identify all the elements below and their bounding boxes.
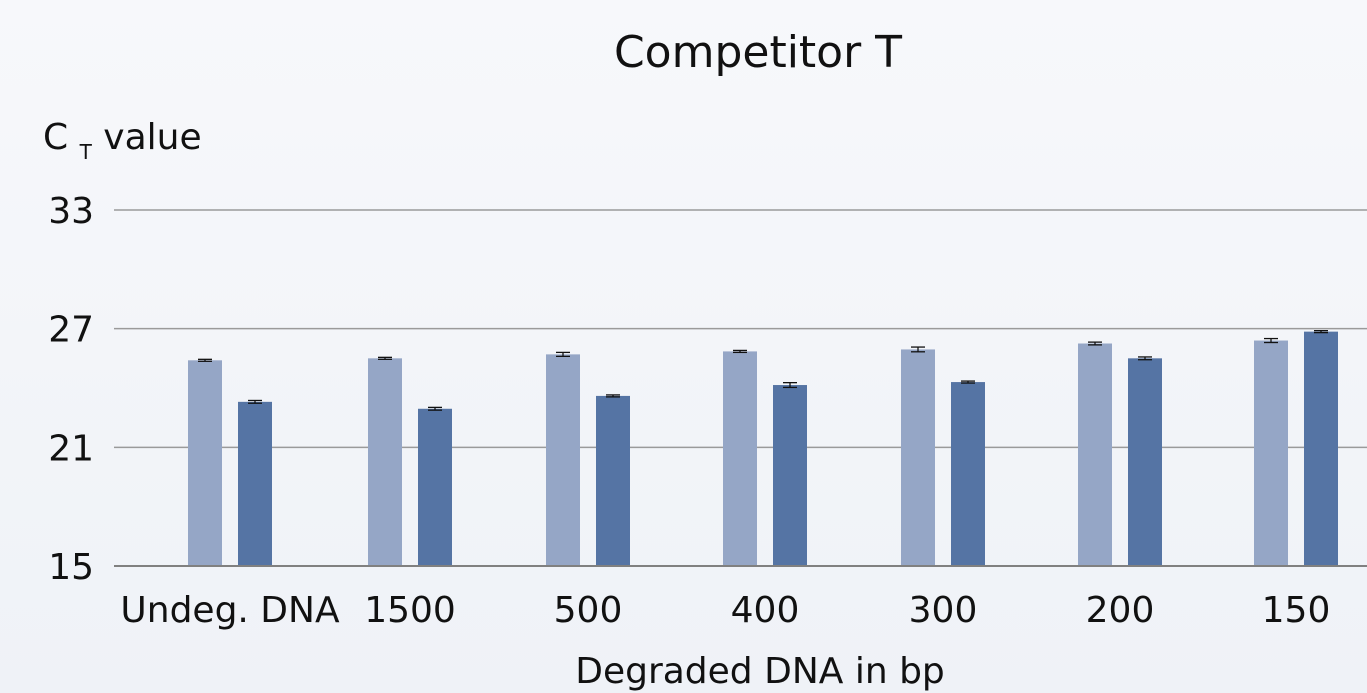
y-axis-label: C T value [43, 117, 202, 168]
x-category-label-400: 400 [731, 590, 800, 631]
bar-series-2-300 [951, 382, 985, 566]
chart-title: Competitor T [614, 27, 902, 78]
y-tick-label-33: 33 [48, 191, 94, 232]
y-tick-label-21: 21 [48, 428, 94, 469]
x-category-label-undeg-dna: Undeg. DNA [120, 590, 340, 631]
x-category-label-1500: 1500 [364, 590, 456, 631]
bar-layer [188, 331, 1338, 566]
bar-series-1-200 [1078, 343, 1112, 566]
x-category-label-500: 500 [554, 590, 623, 631]
y-tick-label-15: 15 [48, 547, 94, 588]
x-category-label-150: 150 [1262, 590, 1331, 631]
bar-series-1-500 [546, 354, 580, 566]
bar-series-2-200 [1128, 358, 1162, 566]
y-tick-label-27: 27 [48, 310, 94, 351]
bar-series-2-150 [1304, 331, 1338, 566]
bar-series-2-undeg-dna [238, 401, 272, 566]
y-tick-label-layer: 15 21 27 33 [48, 191, 94, 588]
bar-series-1-150 [1254, 340, 1288, 566]
bar-series-1-400 [723, 351, 757, 566]
bar-series-1-undeg-dna [188, 360, 222, 566]
x-axis-label: Degraded DNA in bp [575, 651, 945, 692]
x-category-label-200: 200 [1086, 590, 1155, 631]
bar-series-2-400 [773, 385, 807, 566]
x-category-label-300: 300 [909, 590, 978, 631]
y-axis-label-suffix: value [103, 117, 201, 158]
bar-series-2-500 [596, 395, 630, 566]
y-axis-label-main: C [43, 117, 68, 158]
error-bar-layer [198, 329, 1328, 411]
y-axis-label-subscript: T [79, 140, 93, 164]
x-category-label-layer: Undeg. DNA 1500 500 400 300 200 150 [120, 590, 1330, 631]
bar-series-1-1500 [368, 358, 402, 566]
bar-series-2-1500 [418, 408, 452, 566]
bar-series-1-300 [901, 349, 935, 566]
